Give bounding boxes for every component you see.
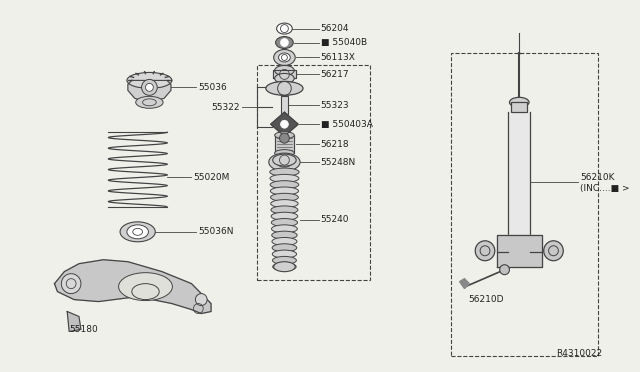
- Ellipse shape: [509, 97, 529, 107]
- Text: 56210K: 56210K: [580, 173, 614, 182]
- Bar: [451, 52, 598, 356]
- Bar: [511, 102, 527, 112]
- Ellipse shape: [270, 187, 298, 195]
- Text: (INC....■ >: (INC....■ >: [580, 185, 630, 193]
- Polygon shape: [275, 135, 294, 153]
- Text: ■ 550403A: ■ 550403A: [321, 120, 372, 129]
- Circle shape: [141, 79, 157, 95]
- Polygon shape: [497, 235, 541, 267]
- Ellipse shape: [278, 53, 291, 62]
- Bar: [257, 65, 369, 280]
- Ellipse shape: [272, 237, 297, 246]
- Ellipse shape: [271, 218, 298, 227]
- Ellipse shape: [270, 174, 299, 182]
- Polygon shape: [271, 112, 298, 136]
- Ellipse shape: [276, 157, 292, 167]
- Ellipse shape: [127, 73, 172, 89]
- Text: 55180: 55180: [70, 325, 98, 334]
- Ellipse shape: [271, 212, 298, 220]
- Circle shape: [280, 120, 289, 128]
- Circle shape: [544, 241, 563, 261]
- Ellipse shape: [269, 153, 300, 171]
- Text: 56210D: 56210D: [468, 295, 504, 304]
- Ellipse shape: [274, 262, 295, 272]
- Circle shape: [280, 39, 289, 46]
- Ellipse shape: [276, 36, 293, 48]
- Polygon shape: [67, 311, 81, 331]
- Text: 55240: 55240: [321, 215, 349, 224]
- Text: 56218: 56218: [321, 140, 349, 149]
- Polygon shape: [460, 279, 469, 289]
- Polygon shape: [128, 80, 171, 102]
- Text: 56113X: 56113X: [321, 53, 355, 62]
- Circle shape: [145, 83, 154, 92]
- Ellipse shape: [271, 193, 298, 201]
- Ellipse shape: [276, 23, 292, 34]
- Ellipse shape: [272, 231, 297, 239]
- Circle shape: [476, 241, 495, 261]
- Ellipse shape: [266, 81, 303, 95]
- Text: ■ 55040B: ■ 55040B: [321, 38, 367, 47]
- Circle shape: [61, 274, 81, 294]
- Ellipse shape: [275, 132, 294, 139]
- Circle shape: [500, 265, 509, 275]
- Ellipse shape: [271, 225, 298, 233]
- Text: 55020M: 55020M: [193, 173, 230, 182]
- Ellipse shape: [273, 154, 296, 166]
- Ellipse shape: [120, 222, 156, 242]
- Text: 56204: 56204: [321, 24, 349, 33]
- Ellipse shape: [273, 263, 296, 271]
- Ellipse shape: [136, 96, 163, 108]
- Ellipse shape: [273, 256, 296, 264]
- Ellipse shape: [274, 49, 295, 65]
- Circle shape: [280, 133, 289, 143]
- Ellipse shape: [275, 73, 294, 83]
- Text: 55036: 55036: [198, 83, 227, 92]
- Polygon shape: [273, 70, 296, 78]
- Bar: [280, 96, 289, 114]
- Circle shape: [195, 294, 207, 305]
- Ellipse shape: [271, 206, 298, 214]
- Ellipse shape: [275, 65, 294, 76]
- Ellipse shape: [118, 273, 172, 301]
- Text: 55248N: 55248N: [321, 158, 356, 167]
- Text: 55323: 55323: [321, 101, 349, 110]
- Ellipse shape: [127, 225, 148, 239]
- Polygon shape: [54, 260, 211, 314]
- Text: 55322: 55322: [211, 103, 239, 112]
- Text: R4310022: R4310022: [556, 349, 602, 358]
- Ellipse shape: [272, 250, 296, 258]
- Ellipse shape: [132, 283, 159, 299]
- Ellipse shape: [271, 200, 298, 208]
- Ellipse shape: [269, 168, 299, 176]
- Polygon shape: [509, 112, 530, 252]
- Text: 55036N: 55036N: [198, 227, 234, 236]
- Ellipse shape: [272, 244, 297, 252]
- Ellipse shape: [275, 150, 294, 157]
- Ellipse shape: [270, 181, 299, 189]
- Text: 56217: 56217: [321, 70, 349, 79]
